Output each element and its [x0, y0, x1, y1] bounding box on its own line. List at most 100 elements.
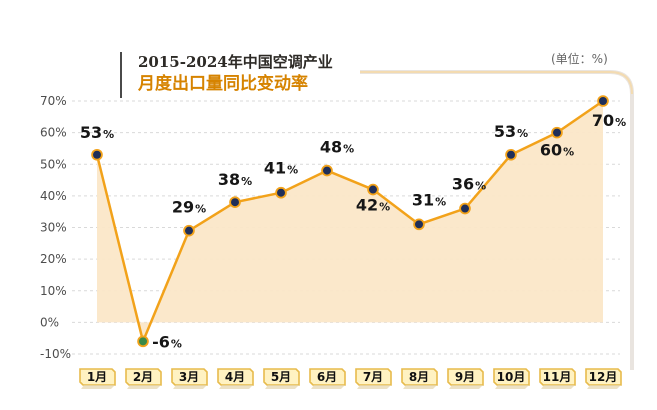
- month-label: 12月: [589, 370, 618, 384]
- data-label: -6%: [152, 332, 182, 351]
- month-tag-shadow: [127, 385, 161, 389]
- data-label-percent: %: [517, 127, 528, 140]
- month-tag-shadow: [541, 385, 575, 389]
- data-point: [139, 337, 147, 346]
- data-label: 53%: [494, 122, 528, 141]
- month-tag-shadow: [173, 385, 207, 389]
- area-fill-group: [97, 101, 603, 342]
- data-label-percent: %: [475, 180, 486, 193]
- month-label: 5月: [271, 370, 291, 384]
- month-tag: 3月: [171, 368, 208, 389]
- month-tag: 8月: [401, 368, 438, 389]
- month-tag-shadow: [265, 385, 299, 389]
- data-labels-group: 53%-6%29%38%41%48%42% 31%36%53%60%70%: [80, 111, 626, 351]
- y-tick-label: 60%: [40, 126, 67, 140]
- data-label-value: -6: [152, 332, 170, 351]
- data-label-value: 38: [218, 170, 240, 189]
- markers-group: [91, 95, 609, 348]
- y-tick-label: 50%: [40, 157, 67, 171]
- area-fill: [97, 101, 603, 342]
- month-tag-shadow: [81, 385, 115, 389]
- data-label: 31%: [412, 190, 446, 209]
- data-label-value: 53: [80, 123, 102, 142]
- month-tag: 11月: [539, 368, 576, 389]
- data-label: 48%: [320, 138, 354, 157]
- month-tag: 12月: [585, 368, 622, 389]
- data-point: [277, 188, 285, 197]
- data-label: 60%: [540, 141, 574, 160]
- y-tick-label: 70%: [40, 94, 67, 108]
- title-line1: 2015-2024年中国空调产业: [138, 53, 333, 71]
- data-label-value: 60: [540, 141, 562, 160]
- month-tag-shadow: [357, 385, 391, 389]
- data-label-percent: %: [615, 116, 626, 129]
- chart-frame: [360, 70, 634, 370]
- data-label-percent: %: [379, 201, 390, 214]
- month-tag: 5月: [263, 368, 300, 389]
- series-line-group: [95, 99, 605, 343]
- series-line: [95, 99, 605, 343]
- month-label: 6月: [317, 370, 337, 384]
- month-tag: 7月: [355, 368, 392, 389]
- data-label-value: 42: [356, 196, 378, 215]
- data-point: [415, 220, 423, 229]
- data-label: 41%: [264, 159, 298, 178]
- y-tick-label: 30%: [40, 221, 67, 235]
- data-label-percent: %: [563, 146, 574, 159]
- month-tag: 6月: [309, 368, 346, 389]
- month-tag-shadow: [311, 385, 345, 389]
- month-label: 1月: [87, 370, 107, 384]
- month-label: 2月: [133, 370, 153, 384]
- data-label-percent: %: [171, 337, 182, 350]
- data-label: 53%: [80, 123, 114, 142]
- month-label: 10月: [497, 370, 526, 384]
- month-label: 7月: [363, 370, 383, 384]
- data-label-percent: %: [241, 175, 252, 188]
- data-point: [323, 166, 331, 175]
- month-label: 11月: [543, 370, 572, 384]
- month-tag: 9月: [447, 368, 484, 389]
- data-point: [507, 150, 515, 159]
- month-tag-shadow: [219, 385, 253, 389]
- data-label-value: 29: [172, 198, 194, 217]
- data-label: 42%: [356, 196, 390, 215]
- data-point: [461, 204, 469, 213]
- data-label-value: 31: [412, 190, 434, 209]
- data-label: 70%: [592, 111, 626, 130]
- data-point: [553, 128, 561, 137]
- month-tag: 2月: [125, 368, 162, 389]
- month-tag: 10月: [493, 368, 530, 389]
- data-label-value: 41: [264, 159, 286, 178]
- data-point: [599, 97, 607, 105]
- month-label: 3月: [179, 370, 199, 384]
- data-point: [185, 226, 193, 235]
- data-label-percent: %: [103, 128, 114, 141]
- month-label: 4月: [225, 370, 245, 384]
- month-tag-shadow: [495, 385, 529, 389]
- y-axis: -10% 0% 10% 20% 30% 40% 50% 60% 70%: [40, 94, 71, 361]
- y-tick-label: 0%: [40, 315, 59, 329]
- month-tag-shadow: [449, 385, 483, 389]
- data-label: 38%: [218, 170, 252, 189]
- month-label: 8月: [409, 370, 429, 384]
- data-label-value: 53: [494, 122, 516, 141]
- data-label-value: 70: [592, 111, 614, 130]
- data-label-percent: %: [435, 195, 446, 208]
- month-tag: 1月: [79, 368, 116, 389]
- data-label-value: 48: [320, 138, 342, 157]
- data-point: [231, 198, 239, 207]
- data-point: [93, 150, 101, 159]
- y-tick-label: -10%: [40, 347, 71, 361]
- title-block: 2015-2024年中国空调产业 月度出口量同比变动率: [120, 52, 355, 99]
- month-tag-shadow: [403, 385, 437, 389]
- data-point: [369, 185, 377, 194]
- y-tick-label: 20%: [40, 252, 67, 266]
- title-line2: 月度出口量同比变动率: [137, 73, 308, 94]
- unit-label: (单位：%): [551, 51, 608, 66]
- month-tag: 4月: [217, 368, 254, 389]
- data-label-percent: %: [287, 164, 298, 177]
- data-label-percent: %: [195, 203, 206, 216]
- month-label: 9月: [455, 370, 475, 384]
